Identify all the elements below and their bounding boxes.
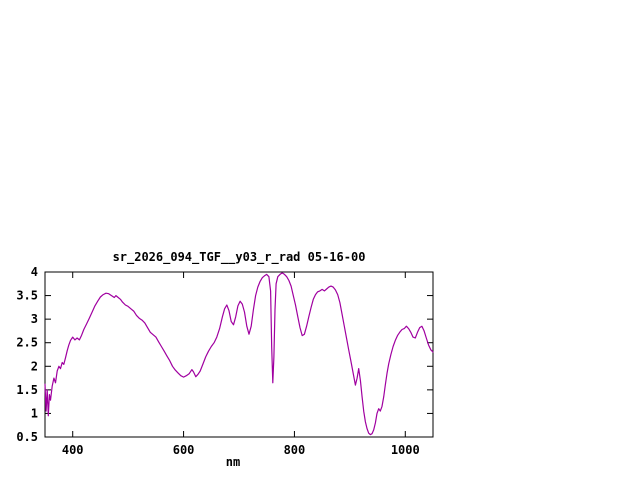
x-axis-label: nm (226, 455, 240, 469)
plot-border (44, 271, 434, 438)
x-tick-label: 1000 (391, 443, 420, 457)
y-tick-label: 2 (31, 359, 38, 373)
chart-title: sr_2026_094_TGF__y03_r_rad 05-16-00 (113, 250, 366, 265)
y-tick-label: 2.5 (16, 336, 38, 350)
y-tick-label: 1 (31, 406, 38, 420)
x-tick-label: 600 (173, 443, 195, 457)
y-tick-label: 4 (31, 265, 38, 279)
x-tick-label: 800 (284, 443, 306, 457)
y-tick-label: 1.5 (16, 383, 38, 397)
series-line (44, 272, 434, 436)
y-tick-label: 3.5 (16, 289, 38, 303)
x-tick-label: 400 (62, 443, 84, 457)
y-tick-label: 0.5 (16, 430, 38, 444)
y-tick-label: 3 (31, 312, 38, 326)
chart-plot-area: 400 600 800 1000 0.5 1 1.5 2 2.5 3 3.5 4 (16, 265, 434, 457)
